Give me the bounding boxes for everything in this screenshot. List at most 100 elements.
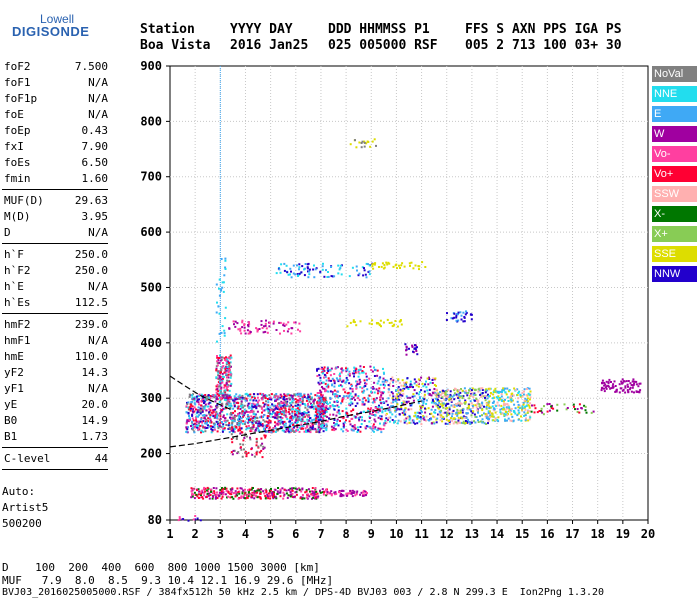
echo-point [265,319,267,322]
echo-point [453,389,456,392]
echo-point [224,266,227,269]
echo-point [362,491,365,494]
echo-point [518,404,521,407]
echo-point [458,417,461,420]
echo-point [212,394,215,396]
echo-point [224,384,227,387]
echo-point [429,413,432,415]
echo-point [337,390,340,393]
echo-point [214,423,217,426]
echo-point [353,427,356,430]
echo-point [508,389,511,392]
echo-point [637,385,640,388]
echo-point [262,394,265,397]
echo-point [425,380,427,383]
echo-point [282,322,285,325]
echo-point [238,412,241,414]
echo-point [500,393,503,396]
echo-point [362,391,365,394]
echo-point [211,497,214,500]
echo-point [403,410,405,413]
echo-point [240,403,243,406]
echo-point [283,399,286,402]
echo-point [296,411,299,414]
echo-point [481,401,484,404]
echo-point [249,393,252,396]
echo-point [327,275,330,278]
echo-point [464,420,467,422]
echo-point [304,406,307,409]
echo-point [326,366,329,369]
echo-point [349,398,352,401]
echo-point [312,494,315,497]
echo-point [322,407,325,410]
param-value: 1.73 [81,430,109,443]
echo-point [260,406,263,409]
echo-point [216,417,218,419]
echo-point [226,374,229,377]
echo-point [349,423,352,426]
echo-point [335,366,338,369]
echo-point [265,491,268,494]
echo-point [228,356,231,359]
header-date-label: YYYY DAY [230,22,293,37]
echo-point [348,373,351,375]
echo-point [357,429,360,431]
x-tick-label: 1 [166,527,173,541]
echo-point [238,418,241,421]
echo-point [631,380,634,383]
echo-point [604,386,607,389]
echo-point [196,426,199,429]
echo-point [331,377,334,380]
echo-point [320,425,323,428]
echo-point [225,356,227,359]
echo-point [242,406,245,409]
echo-point [361,397,364,400]
echo-point [231,421,234,424]
echo-point [430,401,433,404]
echo-point [368,420,371,423]
echo-point [254,417,256,420]
echo-point [263,325,265,328]
echo-point [240,406,243,409]
echo-point [191,417,194,420]
echo-point [275,393,278,395]
echo-point [233,402,235,405]
param-separator [2,243,108,244]
echo-point [355,384,358,387]
echo-point [315,417,318,420]
echo-point [351,390,354,393]
echo-point [427,407,430,410]
param-value: N/A [88,108,108,121]
param-separator [2,447,108,448]
echo-point [347,391,350,394]
echo-point [233,492,236,494]
echo-point [329,390,332,393]
echo-point [289,420,292,423]
echo-point [306,421,309,424]
echo-point [492,415,495,418]
echo-point [457,393,460,396]
echo-point [526,401,529,404]
echo-point [417,382,420,385]
echo-point [297,399,300,402]
echo-point [336,404,339,407]
echo-point [464,422,467,424]
echo-point [403,421,406,424]
echo-point [624,385,627,388]
echo-point [235,393,238,396]
echo-point [389,382,391,385]
echo-point [496,401,499,404]
echo-point [486,389,489,392]
echo-point [329,369,332,372]
echo-point [269,492,271,495]
echo-point [305,496,308,499]
echo-point [216,497,219,499]
echo-point [373,430,375,433]
echo-point [346,430,349,432]
echo-point [409,380,412,383]
echo-point [321,371,324,374]
echo-point [259,444,262,447]
echo-point [202,405,205,408]
echo-point [227,370,230,373]
